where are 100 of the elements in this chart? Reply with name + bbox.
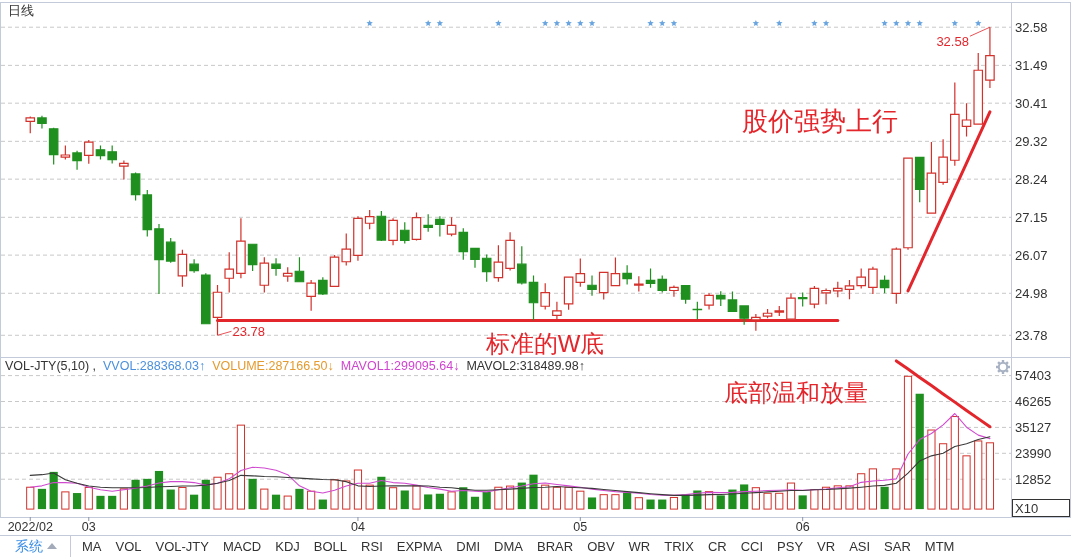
- bar: [330, 479, 339, 510]
- y-tick-label: 23.78: [1015, 327, 1048, 343]
- x-tick-label: 06: [795, 520, 810, 534]
- candlestick: [715, 290, 726, 307]
- bar: [552, 486, 562, 510]
- candlestick: [868, 266, 878, 295]
- bar: [915, 393, 924, 510]
- x-tick-label: 04: [351, 520, 365, 534]
- y-tick-label: 29.32: [1015, 133, 1048, 149]
- candlestick: [259, 256, 270, 294]
- bar: [529, 474, 538, 510]
- bar: [903, 375, 913, 510]
- candlestick: [563, 276, 574, 311]
- text: VR: [817, 538, 836, 554]
- text: VOL-JTY: [155, 538, 210, 554]
- bar: [178, 486, 187, 510]
- bar: [587, 497, 597, 510]
- y-tick-label: 12852: [1015, 471, 1052, 487]
- candlestick: [37, 115, 47, 129]
- bar: [646, 499, 655, 510]
- candlestick: [165, 237, 176, 264]
- candlestick: [914, 156, 925, 203]
- candlestick: [72, 150, 82, 171]
- bar: [365, 484, 374, 510]
- bar: [388, 487, 398, 510]
- y-tick-label: 35127: [1015, 419, 1052, 435]
- candlestick: [973, 52, 984, 125]
- text: SAR: [884, 538, 911, 554]
- bar: [974, 440, 983, 510]
- bar: [985, 442, 995, 510]
- bar: [295, 488, 304, 510]
- annotation: VOLUME:287166.50↓: [212, 359, 334, 373]
- candlestick: [657, 274, 668, 294]
- candlestick: [809, 285, 820, 309]
- y-tick-label: 26.07: [1015, 247, 1048, 263]
- candlestick: [786, 292, 796, 320]
- candlestick: [399, 221, 410, 245]
- annotation: 底部温和放量: [724, 378, 868, 406]
- candlestick: [142, 189, 153, 238]
- candlestick: [458, 227, 469, 261]
- x-tick-label: 2022/02: [7, 520, 53, 534]
- candlestick: [634, 275, 644, 293]
- candlestick: [60, 144, 71, 161]
- text: MTM: [924, 538, 955, 554]
- bar: [857, 473, 866, 510]
- bar: [412, 485, 421, 510]
- candlestick: [201, 272, 211, 325]
- bar: [962, 455, 971, 510]
- candlestick: [844, 279, 855, 300]
- candlestick: [856, 267, 867, 289]
- bar: [763, 492, 772, 510]
- bar: [248, 478, 257, 510]
- bar: [166, 489, 175, 510]
- candlestick: [341, 232, 352, 267]
- text: DMI: [456, 538, 481, 554]
- bar: [201, 479, 210, 510]
- bar: [740, 484, 749, 510]
- bar: [611, 494, 620, 510]
- text: MA: [82, 538, 102, 554]
- bar: [154, 470, 164, 510]
- candlestick: [622, 264, 632, 286]
- text: BRAR: [537, 538, 574, 554]
- text: EXPMA: [396, 538, 443, 554]
- y-axis-title: X10: [1015, 500, 1039, 516]
- bar: [810, 489, 819, 510]
- text: RSI: [361, 538, 383, 554]
- text: TRIX: [664, 538, 695, 554]
- bar: [119, 488, 128, 510]
- line-series: [894, 359, 992, 429]
- bar: [61, 491, 70, 510]
- text: DMA: [494, 538, 524, 554]
- candlestick: [879, 274, 890, 294]
- bar: [868, 468, 877, 510]
- candlestick: [669, 284, 679, 298]
- bar: [96, 495, 105, 510]
- y-tick-label: 46265: [1015, 394, 1052, 409]
- y-tick-label: 27.15: [1015, 209, 1048, 225]
- text: VOL: [115, 538, 142, 554]
- text: KDJ: [275, 538, 300, 554]
- candlestick: [388, 217, 398, 246]
- text: BOLL: [313, 538, 348, 554]
- candlestick: [926, 141, 937, 214]
- text: MACD: [222, 538, 262, 554]
- text: ASI: [849, 538, 871, 554]
- candlestick: [189, 258, 199, 274]
- bar: [716, 495, 725, 510]
- text: CCI: [740, 538, 764, 554]
- bar: [225, 473, 234, 510]
- candlestick: [493, 244, 504, 283]
- candlestick: [212, 284, 223, 336]
- bar: [213, 476, 222, 510]
- candlestick: [318, 276, 328, 296]
- annotation: 23.78: [232, 323, 266, 339]
- candlestick: [423, 213, 433, 233]
- bar: [880, 486, 889, 510]
- candlestick: [353, 215, 363, 262]
- bar: [143, 478, 152, 510]
- candlestick: [587, 274, 597, 297]
- y-tick-label: 32.58: [1015, 19, 1048, 35]
- candlestick: [739, 305, 749, 326]
